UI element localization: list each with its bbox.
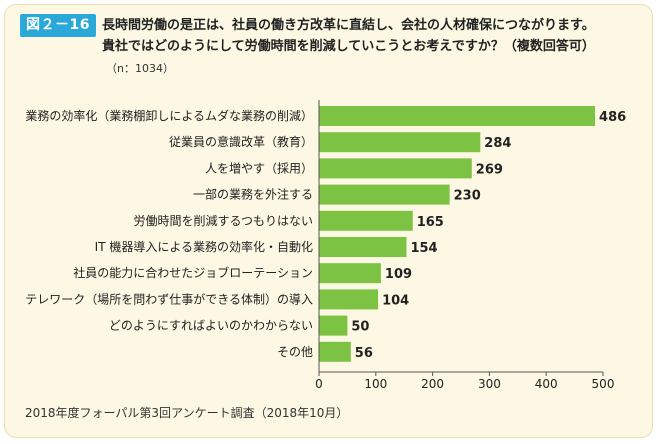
bar <box>319 132 481 153</box>
value-label: 269 <box>476 162 503 177</box>
source-note: 2018年度フォーパル第3回アンケート調査（2018年10月） <box>25 406 349 420</box>
value-label: 104 <box>382 293 409 308</box>
bar <box>319 237 407 257</box>
value-label: 154 <box>410 241 437 256</box>
value-label: 109 <box>385 267 412 282</box>
category-label: 一部の業務を外注する <box>193 187 313 202</box>
bar <box>319 263 381 284</box>
bar <box>319 289 379 310</box>
sample-size: （n：1034） <box>106 62 174 75</box>
category-label: テレワーク（場所を問わず仕事ができる体制）の導入 <box>25 291 313 306</box>
bar <box>319 106 596 126</box>
value-label: 230 <box>454 189 481 204</box>
category-label: 業務の効率化（業務棚卸しによるムダな業務の削減） <box>25 108 313 123</box>
x-tick-label: 500 <box>592 377 615 391</box>
figure-title-line-1: 長時間労働の是正は、社員の働き方改革に直結し、会社の人材確保につながります。 <box>102 18 595 33</box>
bar <box>319 184 450 205</box>
category-label: どのようにすればよいのかわからない <box>109 319 313 333</box>
value-label: 284 <box>484 136 511 151</box>
x-tick-label: 300 <box>478 377 501 391</box>
value-label: 56 <box>355 346 373 361</box>
figure-title-line-2: 貴社ではどのようにして労働時間を削減していこうとお考えですか？（複数回答可） <box>102 39 595 54</box>
x-tick-label: 400 <box>535 377 558 391</box>
category-label: IT 機器導入による業務の効率化・自動化 <box>95 239 313 254</box>
category-label: 従業員の意識改革（教育） <box>169 134 313 149</box>
bar <box>319 315 348 336</box>
x-tick-label: 0 <box>315 377 323 391</box>
bar <box>319 341 351 362</box>
x-tick-label: 100 <box>364 377 387 391</box>
bar <box>319 158 472 179</box>
x-tick-label: 200 <box>421 377 444 391</box>
category-label: 労働時間を削減するつもりはない <box>133 213 313 228</box>
value-label: 50 <box>351 320 369 335</box>
bar <box>319 210 413 231</box>
category-label: 人を増やす（採用） <box>205 161 313 175</box>
category-label: 社員の能力に合わせたジョブローテーション <box>73 265 313 280</box>
value-label: 486 <box>599 110 626 125</box>
figure-number-badge: 図２－16 <box>20 14 96 37</box>
category-label: その他 <box>277 345 313 359</box>
value-label: 165 <box>417 215 444 230</box>
